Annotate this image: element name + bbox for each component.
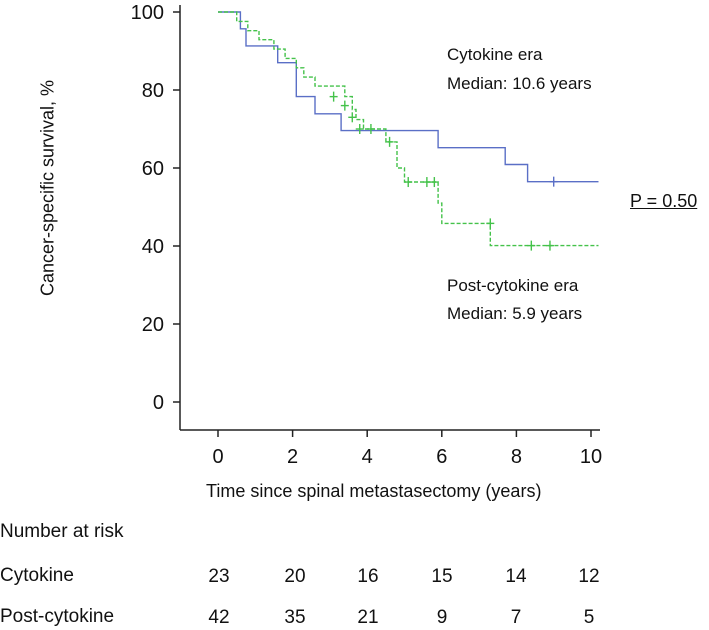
- risk-cytokine-2: 20: [284, 566, 306, 587]
- risk-cytokine-6: 15: [431, 566, 453, 587]
- x-tick-label-2: 2: [287, 446, 298, 468]
- y-tick-label-100: 100: [131, 2, 164, 24]
- risk-row-label-cytokine: Cytokine: [0, 565, 74, 586]
- cytokine-median-label: Median: 10.6 years: [447, 74, 592, 93]
- post-cytokine-legend-title: Post-cytokine era: [447, 276, 579, 295]
- risk-post-cytokine-2: 35: [284, 607, 306, 628]
- p-value-label: P = 0.50: [630, 191, 698, 211]
- risk-post-cytokine-8: 7: [510, 607, 522, 628]
- risk-cytokine-4: 16: [357, 566, 379, 587]
- cytokine-legend-title: Cytokine era: [447, 45, 543, 64]
- risk-cytokine-8: 14: [505, 566, 527, 587]
- x-tick-label-8: 8: [511, 446, 522, 468]
- risk-post-cytokine-4: 21: [357, 607, 379, 628]
- survival-curve-cytokine-era: [218, 11, 599, 183]
- x-tick-label-4: 4: [362, 446, 373, 468]
- risk-cytokine-0: 23: [208, 566, 230, 587]
- risk-row-label-post-cytokine: Post-cytokine: [0, 606, 115, 627]
- y-tick-label-0: 0: [153, 392, 164, 414]
- x-tick-label-6: 6: [436, 446, 447, 468]
- risk-post-cytokine-0: 42: [208, 607, 230, 628]
- x-axis-label: Time since spinal metastasectomy (years): [206, 481, 542, 501]
- risk-post-cytokine-10: 5: [583, 607, 595, 628]
- y-tick-label-60: 60: [142, 158, 164, 180]
- risk-post-cytokine-6: 9: [436, 607, 448, 628]
- x-tick-label-0: 0: [212, 446, 223, 468]
- y-tick-label-40: 40: [142, 236, 164, 258]
- y-tick-label-20: 20: [142, 314, 164, 336]
- y-tick-label-80: 80: [142, 80, 164, 102]
- x-tick-label-10: 10: [580, 446, 602, 468]
- y-axis-label: Cancer-specific survival, %: [37, 79, 58, 297]
- post-cytokine-median-label: Median: 5.9 years: [447, 304, 583, 323]
- risk-cytokine-10: 12: [578, 566, 600, 587]
- risk-table-heading: Number at risk: [0, 521, 124, 542]
